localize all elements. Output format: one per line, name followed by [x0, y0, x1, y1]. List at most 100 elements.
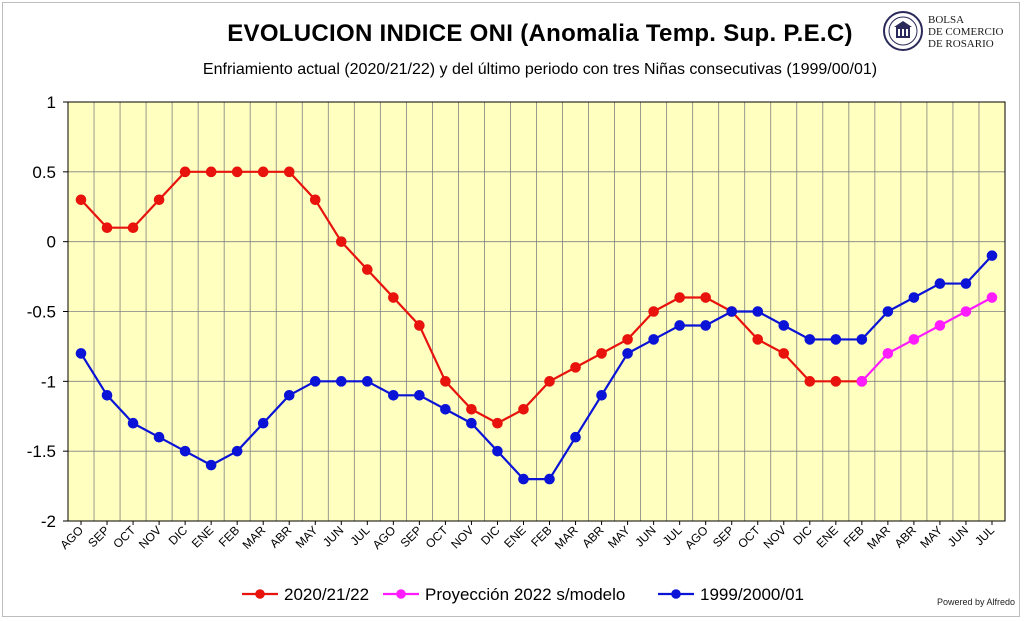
series-2-point — [882, 348, 894, 359]
legend-marker-2 — [396, 589, 406, 599]
legend-label-3: 1999/2000/01 — [700, 585, 804, 604]
x-tick-label: MAY — [917, 523, 945, 551]
series-3-point — [335, 376, 347, 387]
series-1-point — [205, 166, 217, 178]
x-tick-label: JUL — [972, 523, 997, 548]
series-3-point — [440, 403, 451, 415]
series-3-point — [414, 390, 425, 401]
y-tick-label: -1.5 — [27, 442, 56, 461]
series-3-point — [570, 431, 581, 443]
series-3-point — [101, 390, 113, 401]
series-1-point — [179, 166, 191, 178]
x-tick-label: AGO — [57, 523, 86, 552]
series-3-point — [362, 376, 373, 387]
series-2-point — [934, 320, 946, 331]
x-tick-label: DIC — [790, 523, 815, 548]
chart-subtitle: Enfriamiento actual (2020/21/22) y del ú… — [202, 61, 878, 78]
series-3-point — [752, 306, 764, 317]
x-tick-label: AGO — [682, 523, 711, 552]
series-2-point — [856, 376, 868, 387]
x-tick-label: FEB — [528, 523, 554, 549]
x-tick-label: ABR — [892, 523, 920, 551]
series-3-point — [622, 348, 633, 359]
series-3-point — [257, 417, 269, 429]
series-1-point — [440, 376, 451, 387]
series-3-point — [179, 445, 191, 457]
series-3-point — [986, 250, 998, 261]
x-tick-label: OCT — [423, 523, 451, 551]
series-3-point — [804, 334, 816, 345]
series-3-point — [856, 334, 868, 345]
series-1-point — [830, 376, 842, 387]
series-3-point — [127, 417, 139, 429]
legend-label-1: 2020/21/22 — [284, 585, 369, 604]
series-1-point — [153, 194, 165, 206]
brand-logo: BOLSA DE COMERCIO DE ROSARIO — [880, 10, 1020, 54]
series-1-point — [492, 417, 503, 429]
y-tick-label: -0.5 — [27, 303, 56, 322]
logo-line-1: BOLSA — [928, 14, 965, 26]
plot-border — [67, 101, 1006, 522]
y-tick-label: -2 — [41, 512, 56, 531]
legend-label-2: Proyección 2022 s/modelo — [425, 585, 625, 604]
x-tick-label: SEP — [710, 523, 737, 550]
powered-by-label: Powered by Alfredo — [936, 597, 1015, 607]
series-3-point — [544, 473, 555, 485]
x-tick-label: ENE — [501, 523, 528, 550]
series-1-point — [778, 348, 790, 359]
series-1-point — [596, 348, 607, 359]
series-3-point — [388, 390, 399, 401]
x-tick-label: JUN — [945, 523, 971, 549]
x-tick-label: OCT — [110, 523, 138, 551]
series-1-point — [101, 222, 113, 233]
series-1-point — [388, 292, 399, 303]
series-3-point — [153, 431, 165, 443]
x-tick-label: FEB — [841, 523, 867, 549]
series-3-point — [830, 334, 842, 345]
series-3-point — [492, 445, 503, 457]
logo-wordmark: BOLSA DE COMERCIO DE ROSARIO — [928, 14, 1020, 50]
y-tick-label: 1 — [47, 93, 56, 112]
series-1-point — [127, 222, 139, 233]
series-3-point — [518, 473, 529, 485]
x-tick-label: JUL — [347, 523, 372, 548]
legend-marker-1 — [255, 589, 265, 599]
y-tick-label: -1 — [41, 372, 56, 391]
series-2-point — [960, 306, 972, 317]
x-tick-label: ABR — [579, 523, 607, 551]
x-tick-label: MAY — [605, 523, 633, 551]
x-tick-label: FEB — [216, 523, 242, 549]
series-1-point — [622, 334, 633, 345]
series-1-point — [700, 292, 711, 303]
series-2-point — [986, 292, 998, 303]
x-tick-label: NOV — [761, 523, 789, 551]
x-tick-label: MAR — [552, 523, 581, 552]
x-tick-label: MAR — [240, 523, 269, 552]
series-1-point — [283, 166, 295, 178]
x-tick-label: JUN — [632, 523, 658, 549]
series-3-point — [596, 390, 607, 401]
x-tick-label: ENE — [814, 523, 841, 550]
series-1-point — [544, 376, 555, 387]
series-1-point — [518, 403, 529, 415]
series-3-point — [700, 320, 711, 331]
series-3-point — [75, 348, 87, 359]
x-tick-label: MAR — [864, 523, 893, 552]
series-1-point — [362, 264, 373, 275]
x-tick-label: SEP — [398, 523, 425, 550]
series-2-point — [908, 334, 920, 345]
series-1-point — [570, 362, 581, 373]
legend-marker-3 — [671, 589, 681, 599]
x-tick-label: ENE — [189, 523, 216, 550]
logo-line-3: DE ROSARIO — [928, 38, 994, 50]
y-tick-label: 0.5 — [32, 163, 56, 182]
series-3-point — [309, 376, 321, 387]
x-tick-label: DIC — [166, 523, 191, 548]
series-1-point — [309, 194, 321, 206]
chart-title: EVOLUCION INDICE ONI (Anomalia Temp. Sup… — [227, 20, 853, 47]
series-3-point — [960, 278, 972, 289]
series-1-point — [804, 376, 816, 387]
x-tick-label: ABR — [267, 523, 295, 551]
series-3-point — [648, 334, 659, 345]
